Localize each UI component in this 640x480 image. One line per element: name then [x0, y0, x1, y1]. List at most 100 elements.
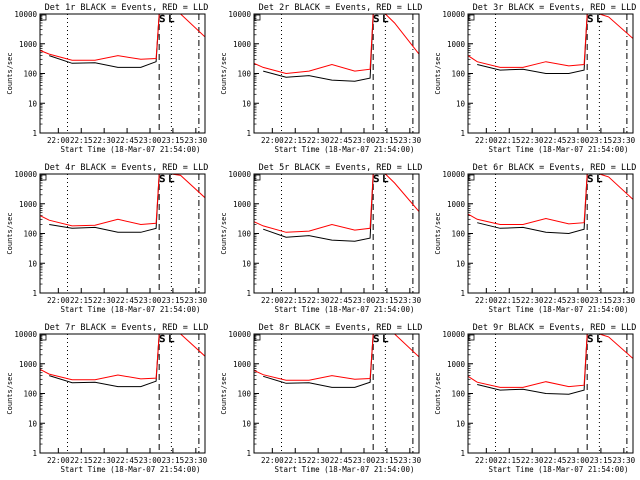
x-tick-label: 22:00: [47, 136, 70, 145]
chart-panel-7: Det 7r BLACK = Events, RED = LLD 1 10 100 10…: [6, 323, 209, 474]
marker-s-label: S: [373, 334, 379, 345]
x-tick-label: 23:30: [613, 136, 636, 145]
chart-title: Det 4r BLACK = Events, RED = LLD: [45, 163, 209, 173]
marker-s-label: S: [373, 14, 379, 25]
marker-l-label: L: [382, 334, 388, 345]
marker-l-label: L: [382, 14, 388, 25]
y-axis-label: Counts/sec: [6, 372, 14, 414]
y-tick-label: 1: [460, 129, 465, 138]
x-tick-label: 23:00: [353, 296, 376, 305]
x-axis-label: Start Time (18-Mar-07 21:54:00): [489, 465, 629, 474]
y-tick-label: 100: [451, 70, 465, 79]
x-tick-label: 22:45: [116, 136, 139, 145]
x-axis-label: Start Time (18-Mar-07 21:54:00): [61, 145, 201, 154]
x-tick-label: 22:15: [284, 456, 307, 465]
lld-series-line: [468, 334, 633, 388]
marker-s-label: S: [587, 174, 593, 185]
x-tick-label: 22:15: [498, 136, 521, 145]
x-tick-label: 23:30: [399, 296, 422, 305]
x-tick-label: 23:30: [185, 136, 208, 145]
plot-frame: [467, 13, 634, 134]
corner-square-marker: [40, 334, 47, 341]
chart-panel-9: Det 9r BLACK = Events, RED = LLD 1 10 100 10…: [434, 323, 636, 474]
plot-frame: [253, 173, 420, 294]
x-tick-label: 22:15: [70, 456, 93, 465]
y-tick-label: 100: [237, 70, 251, 79]
corner-square-marker: [254, 334, 261, 341]
x-tick-label: 22:30: [307, 136, 330, 145]
x-tick-label: 22:00: [47, 456, 70, 465]
x-tick-label: 22:30: [307, 296, 330, 305]
x-tick-label: 23:30: [399, 136, 422, 145]
marker-l-label: L: [596, 14, 602, 25]
y-tick-label: 1000: [233, 360, 252, 369]
y-tick-label: 100: [451, 390, 465, 399]
x-tick-label: 23:15: [376, 136, 399, 145]
x-tick-label: 23:00: [567, 136, 590, 145]
x-tick-label: 22:45: [330, 136, 353, 145]
marker-s-label: S: [587, 334, 593, 345]
y-tick-label: 10000: [228, 330, 251, 339]
lld-series-line: [254, 334, 419, 381]
chart-title: Det 1r BLACK = Events, RED = LLD: [45, 3, 209, 13]
x-tick-label: 23:00: [567, 456, 590, 465]
x-tick-label: 23:15: [162, 136, 185, 145]
y-tick-label: 10000: [14, 330, 37, 339]
x-tick-label: 22:30: [93, 296, 116, 305]
marker-s-label: S: [159, 334, 165, 345]
chart-title: Det 5r BLACK = Events, RED = LLD: [259, 163, 423, 173]
x-tick-label: 23:30: [613, 456, 636, 465]
corner-square-marker: [254, 14, 261, 21]
y-tick-label: 10000: [14, 170, 37, 179]
y-tick-label: 100: [237, 230, 251, 239]
x-tick-label: 22:00: [261, 136, 284, 145]
x-tick-label: 22:00: [475, 296, 498, 305]
y-tick-label: 10: [28, 419, 38, 428]
y-tick-label: 10: [28, 259, 38, 268]
corner-square-marker: [40, 174, 47, 181]
x-tick-label: 22:00: [475, 136, 498, 145]
y-tick-label: 10000: [442, 170, 465, 179]
marker-l-label: L: [168, 14, 174, 25]
chart-title: Det 7r BLACK = Events, RED = LLD: [45, 323, 209, 333]
x-tick-label: 23:15: [590, 296, 613, 305]
x-tick-label: 23:15: [590, 136, 613, 145]
y-tick-label: 1000: [19, 360, 38, 369]
plot-frame: [39, 333, 206, 454]
y-tick-label: 100: [23, 390, 37, 399]
x-tick-label: 22:15: [284, 136, 307, 145]
x-axis-label: Start Time (18-Mar-07 21:54:00): [61, 305, 201, 314]
x-tick-label: 22:15: [498, 296, 521, 305]
y-tick-label: 1000: [447, 40, 466, 49]
x-axis-label: Start Time (18-Mar-07 21:54:00): [489, 145, 629, 154]
x-tick-label: 22:45: [330, 456, 353, 465]
chart-panel-6: Det 6r BLACK = Events, RED = LLD 1 10 100 10…: [434, 163, 636, 314]
y-tick-label: 1000: [233, 200, 252, 209]
y-tick-label: 100: [237, 390, 251, 399]
y-tick-label: 1: [246, 129, 251, 138]
y-tick-label: 10: [456, 259, 466, 268]
corner-square-marker: [468, 334, 475, 341]
x-tick-label: 22:00: [261, 456, 284, 465]
x-tick-label: 22:30: [521, 456, 544, 465]
y-tick-label: 100: [23, 70, 37, 79]
x-tick-label: 22:15: [70, 296, 93, 305]
y-tick-label: 1: [32, 289, 37, 298]
y-axis-label: Counts/sec: [434, 212, 442, 254]
x-tick-label: 23:00: [353, 136, 376, 145]
x-tick-label: 22:45: [544, 296, 567, 305]
x-axis-label: Start Time (18-Mar-07 21:54:00): [275, 465, 415, 474]
x-tick-label: 23:00: [139, 296, 162, 305]
chart-title: Det 3r BLACK = Events, RED = LLD: [473, 3, 637, 13]
x-tick-label: 23:30: [399, 456, 422, 465]
chart-panel-5: Det 5r BLACK = Events, RED = LLD 1 10 100 10…: [220, 163, 423, 314]
chart-title: Det 8r BLACK = Events, RED = LLD: [259, 323, 423, 333]
x-tick-label: 22:30: [521, 296, 544, 305]
x-tick-label: 22:45: [330, 296, 353, 305]
marker-l-label: L: [382, 174, 388, 185]
x-tick-label: 22:45: [116, 456, 139, 465]
plot-frame: [253, 13, 420, 134]
x-axis-label: Start Time (18-Mar-07 21:54:00): [61, 465, 201, 474]
plot-frame: [467, 173, 634, 294]
marker-s-label: S: [159, 14, 165, 25]
